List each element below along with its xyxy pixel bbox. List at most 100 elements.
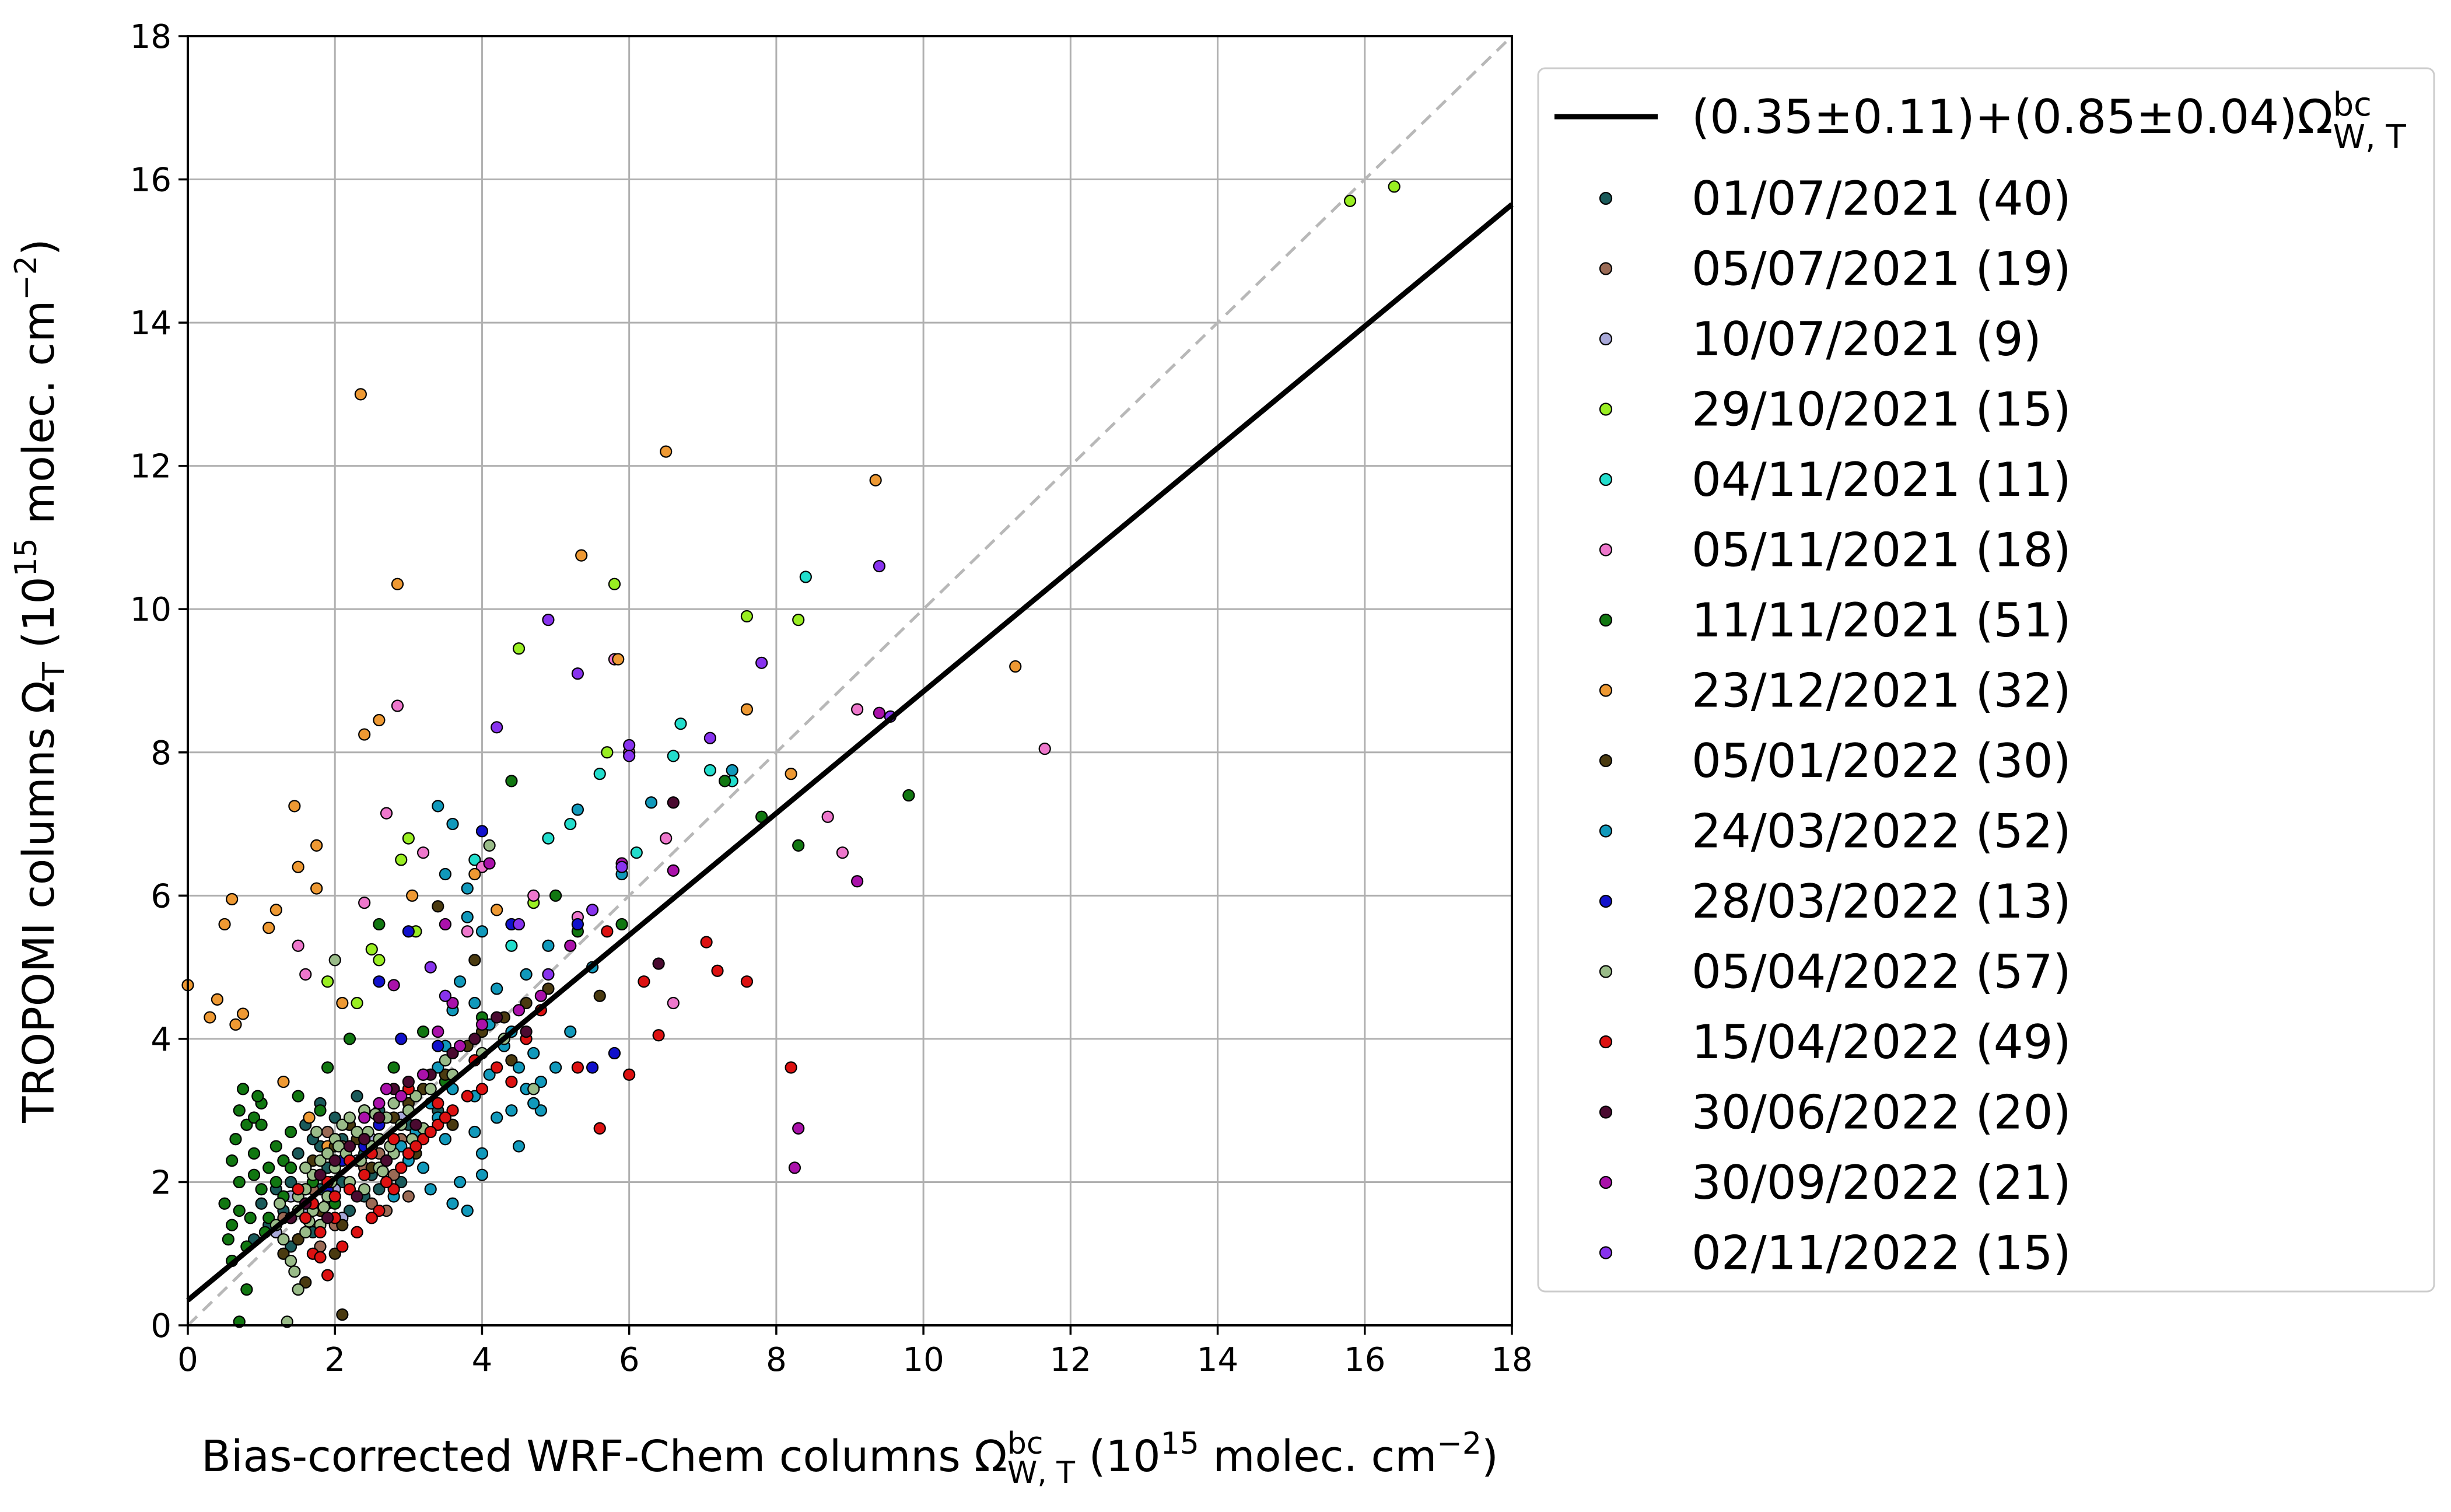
data-point [292, 1183, 304, 1196]
data-point [402, 925, 415, 938]
x-axis-label: Bias-corrected WRF-Chem columns Ωbc W, T … [201, 1426, 1498, 1490]
x-tick-label: 6 [619, 1341, 640, 1379]
legend-marker [1599, 332, 1613, 346]
legend-marker [1599, 1175, 1613, 1189]
data-point [542, 968, 555, 981]
data-point [902, 789, 915, 802]
data-point [269, 1140, 282, 1153]
data-point [719, 775, 731, 788]
data-point [652, 957, 665, 970]
data-point [292, 1283, 304, 1296]
data-point [247, 1168, 261, 1181]
data-point [424, 1125, 437, 1139]
data-point [299, 1276, 312, 1289]
data-point [432, 1097, 444, 1110]
data-point [240, 1118, 253, 1131]
data-point [299, 1161, 312, 1174]
data-point [284, 1125, 297, 1139]
legend-marker [1599, 191, 1613, 205]
data-point [409, 1090, 422, 1102]
data-point [645, 796, 658, 809]
data-point [703, 764, 716, 777]
data-point [468, 853, 481, 866]
legend-marker [1599, 1105, 1613, 1119]
data-point [483, 839, 496, 852]
data-point [262, 921, 275, 935]
series-6 [292, 653, 1051, 1010]
legend-entry-label: 05/11/2021 (18) [1692, 523, 2071, 578]
data-point [351, 1226, 363, 1238]
data-point [409, 1140, 422, 1153]
data-point [432, 1118, 444, 1131]
y-tick-label: 18 [130, 18, 171, 56]
data-point [395, 1161, 408, 1174]
data-point [262, 1161, 275, 1174]
data-point [343, 1140, 356, 1153]
data-point [284, 1161, 297, 1174]
data-point [475, 1168, 489, 1181]
data-point [615, 860, 628, 873]
data-point [491, 904, 503, 916]
data-point [505, 1075, 518, 1088]
data-point [505, 939, 518, 952]
legend-marker [1599, 965, 1613, 978]
data-point [703, 732, 716, 744]
data-point [740, 703, 754, 716]
data-point [218, 1197, 231, 1210]
data-point [424, 1183, 437, 1196]
data-point [660, 832, 673, 845]
data-point [512, 1061, 526, 1074]
data-point [351, 1090, 363, 1102]
data-point [468, 867, 481, 881]
data-point [395, 1090, 408, 1102]
data-point [387, 1133, 400, 1146]
data-point [226, 1219, 239, 1231]
data-point [218, 918, 231, 931]
data-point [454, 1175, 467, 1189]
data-point [343, 1111, 356, 1124]
legend: (0.35±0.11)+(0.85±0.04)Ωbc W, T 01/07/202… [1537, 67, 2435, 1293]
legend-entry-label: 23/12/2021 (32) [1692, 664, 2071, 718]
data-point [251, 1090, 264, 1102]
data-point [402, 1147, 415, 1160]
x-tick-label: 18 [1491, 1341, 1532, 1379]
data-point [612, 653, 625, 666]
data-point [571, 1061, 584, 1074]
data-point [542, 982, 555, 995]
data-point [314, 1154, 327, 1167]
data-point [328, 1111, 341, 1124]
data-point [373, 713, 386, 727]
data-point [255, 1197, 268, 1210]
data-point [520, 1026, 533, 1038]
y-tick-label: 16 [130, 162, 171, 200]
data-point [468, 1125, 481, 1139]
data-point [432, 1061, 444, 1074]
data-point [380, 1083, 393, 1096]
data-point [439, 1133, 451, 1146]
data-point [343, 1032, 356, 1045]
data-point [269, 1175, 282, 1189]
data-point [461, 882, 474, 895]
data-point [740, 610, 754, 623]
data-point [468, 954, 481, 967]
y-tick-label: 6 [150, 877, 171, 915]
legend-entry-label: 02/11/2022 (15) [1692, 1226, 2071, 1280]
data-point [652, 1029, 665, 1042]
data-point [358, 1183, 371, 1196]
data-point [391, 699, 404, 712]
data-point [292, 1147, 304, 1160]
data-point [336, 996, 349, 1010]
data-point [321, 1147, 334, 1160]
data-point [288, 1265, 301, 1278]
data-point [328, 1190, 341, 1203]
legend-entry-label: 30/06/2022 (20) [1692, 1086, 2071, 1140]
data-point [358, 1111, 371, 1124]
data-point [284, 1240, 297, 1253]
x-tick-label: 0 [177, 1341, 198, 1379]
data-point [314, 1226, 327, 1238]
data-point [255, 1118, 268, 1131]
data-point [387, 1168, 400, 1181]
data-point [376, 1165, 389, 1178]
data-point [432, 800, 444, 813]
data-point [204, 1011, 216, 1024]
